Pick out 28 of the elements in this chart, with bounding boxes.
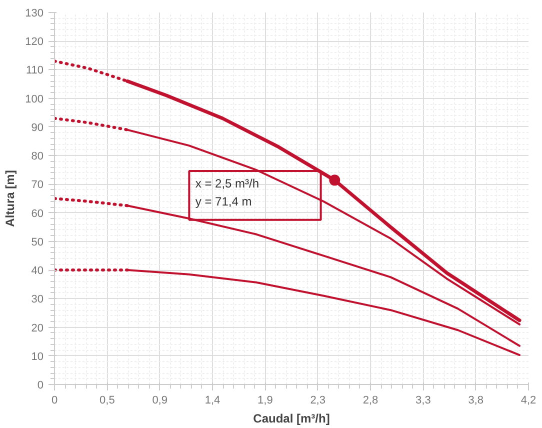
- y-tick-label: 0: [37, 380, 44, 392]
- x-tick-label: 2,8: [362, 394, 378, 406]
- x-tick-label: 0,5: [100, 394, 115, 406]
- y-tick-label: 80: [31, 150, 44, 163]
- y-tick-label: 130: [25, 8, 44, 20]
- y-tick-label: 20: [31, 322, 44, 334]
- x-tick-label: 3,8: [468, 394, 484, 406]
- y-tick-label: 120: [25, 36, 44, 48]
- y-tick-label: 60: [31, 208, 44, 220]
- y-tick-label: 10: [31, 350, 44, 363]
- x-tick-label: 0: [51, 394, 58, 406]
- y-tick-label: 90: [31, 122, 44, 134]
- annotation: x = 2,5 m³/h: [195, 176, 260, 190]
- x-tick-label: 3,3: [416, 394, 431, 406]
- annotation: y = 71,4 m: [195, 194, 252, 209]
- y-tick-label: 100: [25, 93, 44, 106]
- x-tick-label: 1,4: [204, 394, 220, 406]
- y-tick-label: 30: [31, 294, 44, 306]
- x-axis-title: Caudal [m³/h]: [253, 412, 330, 426]
- x-tick-label: 2,3: [310, 394, 326, 406]
- x-tick-label: 1,9: [258, 394, 273, 406]
- y-tick-label: 110: [26, 64, 44, 77]
- y-tick-label: 40: [31, 265, 44, 278]
- y-axis-title: Altura [m]: [3, 170, 18, 227]
- x-tick-label: 4,2: [520, 394, 536, 406]
- x-tick-label: 0,9: [152, 394, 168, 406]
- y-tick-label: 70: [31, 179, 44, 192]
- y-tick-label: 50: [31, 236, 44, 248]
